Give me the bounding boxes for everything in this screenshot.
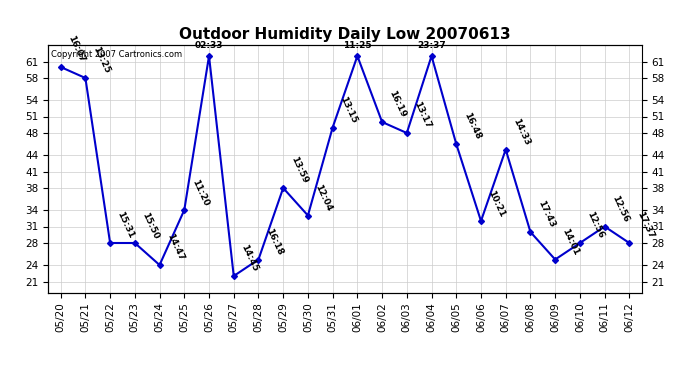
Text: Copyright 2007 Cartronics.com: Copyright 2007 Cartronics.com (51, 50, 182, 59)
Text: 13:15: 13:15 (338, 95, 358, 125)
Text: 15:50: 15:50 (140, 211, 161, 240)
Text: 16:48: 16:48 (462, 111, 482, 141)
Text: 13:17: 13:17 (413, 100, 433, 130)
Text: 17:37: 17:37 (635, 210, 656, 240)
Text: 11:20: 11:20 (190, 178, 210, 207)
Text: 12:56: 12:56 (610, 194, 631, 224)
Text: 16:07: 16:07 (66, 34, 86, 64)
Text: 11:25: 11:25 (343, 42, 372, 51)
Text: 12:04: 12:04 (313, 183, 334, 213)
Text: 14:47: 14:47 (165, 232, 186, 262)
Text: 15:31: 15:31 (116, 210, 136, 240)
Text: 13:25: 13:25 (91, 45, 111, 75)
Text: 10:21: 10:21 (486, 189, 506, 218)
Text: 17:43: 17:43 (536, 199, 556, 229)
Text: 16:18: 16:18 (264, 227, 284, 257)
Text: 14:45: 14:45 (239, 243, 259, 273)
Text: 02:33: 02:33 (195, 42, 224, 51)
Text: 13:59: 13:59 (288, 155, 309, 185)
Text: 16:19: 16:19 (388, 89, 408, 119)
Title: Outdoor Humidity Daily Low 20070613: Outdoor Humidity Daily Low 20070613 (179, 27, 511, 42)
Text: 23:37: 23:37 (417, 42, 446, 51)
Text: 14:01: 14:01 (561, 227, 581, 257)
Text: 12:56: 12:56 (585, 210, 606, 240)
Text: 14:33: 14:33 (511, 117, 531, 147)
